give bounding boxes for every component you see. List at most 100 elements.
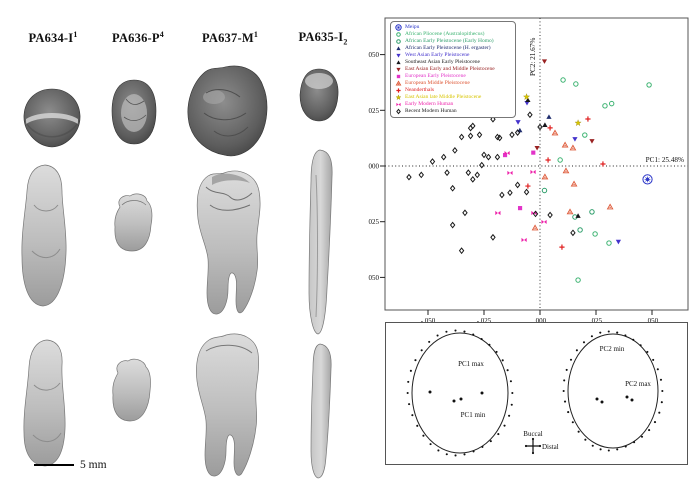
data-point — [515, 120, 521, 125]
tooth-pa635-occlusal-view — [299, 68, 339, 122]
chart-legend: Meipu African Pliocene (Australopithecus)… — [390, 21, 516, 118]
data-point — [541, 59, 548, 64]
data-point — [551, 129, 559, 136]
pc2-min-label: PC2 min — [600, 345, 625, 353]
tooth-pa636-lingual-view — [112, 358, 151, 422]
pc2-outline-shape — [562, 330, 664, 452]
legend-item: African Early Pleistocene (H. ergaster) — [394, 45, 512, 52]
data-point — [470, 122, 476, 130]
specimen-label-pa636: PA636-P4 — [112, 30, 164, 46]
data-point — [514, 181, 521, 189]
data-point — [449, 221, 456, 229]
pc1-min-label: PC1 min — [461, 411, 486, 419]
data-point — [542, 122, 548, 127]
legend-item: European Early Pleistocene — [394, 73, 512, 80]
data-point — [496, 134, 503, 142]
data-point — [537, 123, 543, 131]
data-point — [569, 144, 577, 151]
data-point — [585, 116, 591, 122]
data-point — [395, 24, 402, 31]
data-point — [570, 180, 578, 187]
y-tick-label: .050 — [368, 51, 380, 59]
data-point — [534, 146, 540, 151]
distal-label: Distal — [542, 443, 559, 451]
scale-bar-line — [34, 463, 74, 467]
y-tick-label: .000 — [368, 163, 380, 171]
legend-item: East Asian late Middle Pleistocene — [394, 94, 512, 101]
legend-label: Southeast Asian Early Pleistocene — [405, 59, 480, 65]
legend-item: European Middle Pleistocene — [394, 80, 512, 87]
data-point — [547, 125, 553, 131]
data-point — [449, 184, 456, 192]
data-point — [452, 147, 458, 154]
data-point — [517, 206, 523, 211]
data-point — [524, 100, 530, 106]
data-point — [504, 150, 510, 156]
tooth-pa637-lingual-view — [196, 333, 260, 477]
tooth-pa637-lateral-view — [196, 170, 261, 315]
tooth-pa634-lingual-view — [23, 339, 66, 467]
data-point — [566, 208, 574, 215]
data-point — [474, 171, 481, 179]
x-axis-label: PC1: 25.48% — [646, 156, 684, 164]
legend-label: African Early Pleistocene (H. ergaster) — [405, 45, 491, 51]
data-point — [560, 77, 566, 83]
data-point — [507, 170, 513, 175]
legend-label: East Asian Early and Middle Pleistocene — [405, 66, 495, 72]
data-point — [458, 247, 465, 255]
data-point — [541, 219, 547, 225]
legend-item: East Asian Early and Middle Pleistocene — [394, 66, 512, 73]
legend-item: Southeast Asian Early Pleistocene — [394, 59, 512, 66]
data-point — [499, 191, 505, 199]
data-point — [507, 189, 513, 197]
data-point — [589, 139, 595, 144]
data-point — [606, 240, 612, 246]
data-point — [531, 150, 536, 155]
pc1-outline-shape — [406, 329, 514, 457]
data-point — [592, 231, 598, 237]
legend-label: Recent Modern Human — [405, 108, 457, 114]
data-point — [531, 224, 539, 231]
data-point — [406, 173, 412, 181]
legend-label: Neanderthals — [405, 87, 435, 93]
legend-item: African Early Pleistocene (Early Homo) — [394, 38, 512, 45]
data-point — [429, 158, 436, 165]
data-point — [490, 115, 496, 123]
y-tick-label: .025 — [368, 107, 380, 115]
data-point — [458, 133, 465, 141]
legend-marker-icon — [396, 60, 401, 65]
data-point — [532, 210, 539, 218]
data-point — [541, 173, 549, 180]
tooth-pa636-occlusal-view — [111, 79, 157, 145]
tooth-pa635-lingual-view — [310, 343, 332, 479]
data-point — [396, 32, 401, 37]
data-point — [514, 129, 521, 136]
data-point — [395, 80, 402, 86]
data-point — [396, 53, 401, 58]
legend-label: Early Modern Human — [405, 101, 454, 107]
tooth-renders-panel — [21, 65, 339, 479]
data-point — [418, 171, 425, 179]
data-point — [559, 244, 565, 250]
data-point — [561, 141, 569, 148]
data-point — [608, 100, 615, 107]
legend-marker-icon — [395, 94, 402, 100]
data-point — [575, 277, 581, 283]
buccal-label: Buccal — [523, 430, 542, 438]
data-point — [525, 183, 531, 189]
x-tick-label: .050 — [646, 317, 659, 325]
data-point — [396, 88, 401, 93]
pc1-max-label: PC1 max — [458, 360, 484, 368]
data-point — [527, 111, 533, 119]
legend-item: Meipu — [394, 24, 512, 31]
legend-label: European Early Pleistocene — [405, 73, 466, 79]
data-point — [485, 153, 492, 161]
data-point — [600, 161, 606, 167]
data-point — [570, 229, 576, 237]
orientation-cross — [524, 437, 542, 455]
legend-marker-icon — [396, 39, 401, 44]
tooth-pa636-lateral-view — [114, 193, 153, 252]
specimen-label-pa635: PA635-I2 — [298, 30, 348, 47]
legend-label: West Asian Early Pleistocene — [405, 52, 470, 58]
tooth-pa634-lateral-view — [21, 164, 67, 307]
